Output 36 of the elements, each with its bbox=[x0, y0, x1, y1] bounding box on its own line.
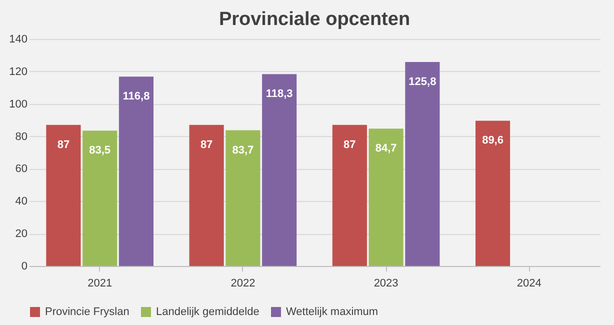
data-label: 83,5 bbox=[89, 144, 111, 157]
legend-label: Landelijk gemiddelde bbox=[156, 306, 260, 318]
y-tick-label: 80 bbox=[15, 130, 28, 143]
data-label: 87 bbox=[200, 138, 213, 151]
chart-title: Provinciale opcenten bbox=[218, 9, 410, 30]
bar bbox=[475, 120, 510, 266]
y-tick-label: 140 bbox=[9, 34, 28, 46]
x-tick-label: 2021 bbox=[88, 278, 112, 290]
bar bbox=[189, 124, 224, 266]
data-label: 83,7 bbox=[232, 144, 254, 156]
legend-label: Provincie Fryslan bbox=[45, 306, 130, 318]
data-label: 87 bbox=[57, 138, 70, 151]
y-tick-label: 100 bbox=[9, 98, 28, 110]
data-label: 116,8 bbox=[122, 90, 150, 103]
bar bbox=[226, 130, 260, 266]
x-tick-label: 2024 bbox=[516, 278, 542, 290]
bar bbox=[405, 62, 440, 266]
data-label: 118,3 bbox=[266, 88, 293, 100]
data-label: 125,8 bbox=[408, 76, 436, 88]
y-tick-label: 0 bbox=[21, 260, 28, 272]
bar bbox=[118, 76, 154, 266]
data-label: 87 bbox=[344, 138, 356, 151]
bar bbox=[332, 124, 367, 266]
bar bbox=[82, 130, 118, 266]
bar bbox=[262, 74, 297, 266]
y-tick-label: 60 bbox=[15, 163, 28, 176]
data-label: 84,7 bbox=[375, 142, 397, 155]
data-label: 89,6 bbox=[482, 134, 504, 147]
y-tick-label: 120 bbox=[9, 66, 28, 78]
y-tick-label: 20 bbox=[15, 228, 28, 240]
x-tick-label: 2023 bbox=[374, 278, 398, 290]
bar bbox=[368, 128, 404, 266]
x-tick-label: 2022 bbox=[230, 278, 256, 290]
bar bbox=[46, 124, 81, 266]
legend-label: Wettelijk maximum bbox=[286, 306, 378, 318]
y-tick-label: 40 bbox=[15, 196, 28, 208]
